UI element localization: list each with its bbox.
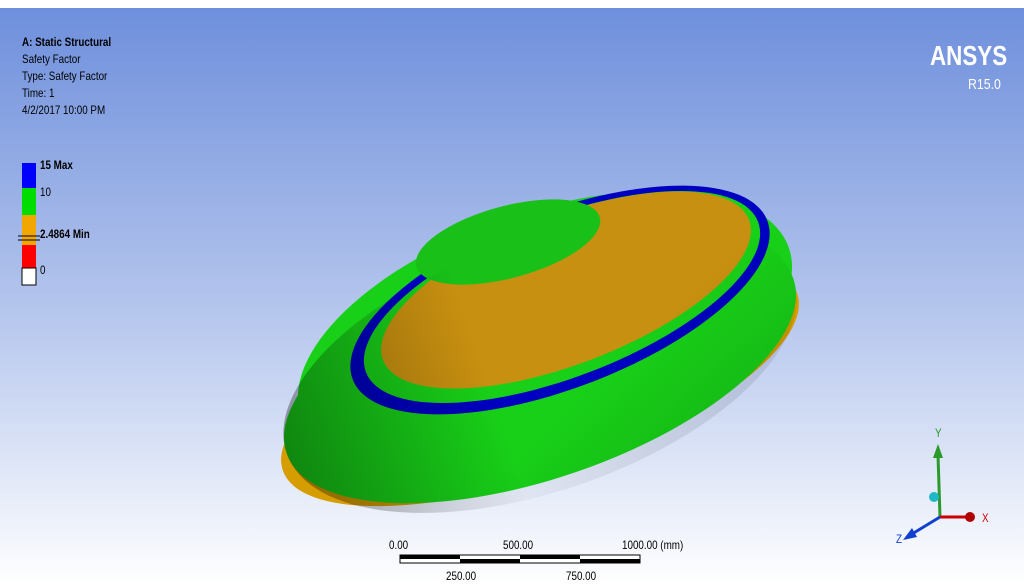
model	[281, 185, 799, 513]
legend-label: 2.4864 Min	[40, 227, 90, 241]
scale-label: 250.00	[446, 569, 477, 583]
legend-label: 10	[40, 185, 51, 199]
legend-swatch	[22, 163, 36, 188]
axis-x: X	[982, 511, 989, 525]
legend	[18, 163, 40, 286]
title: A: Static Structural	[22, 35, 112, 49]
scale-label: 500.00	[503, 538, 534, 552]
axis-z: Z	[896, 532, 903, 546]
scale-label: 750.00	[566, 569, 597, 583]
logo: ANSYS	[930, 40, 1008, 71]
version: R15.0	[968, 76, 1001, 93]
triad	[903, 444, 975, 540]
legend-label: 0	[40, 263, 46, 277]
header-line: 4/2/2017 10:00 PM	[22, 103, 106, 117]
header-line: Type: Safety Factor	[22, 69, 108, 83]
legend-swatch	[21, 267, 37, 286]
legend-swatch	[22, 245, 36, 268]
scale-label: 0.00	[389, 538, 409, 552]
axis-y: Y	[935, 426, 942, 440]
header-line: Safety Factor	[22, 52, 81, 66]
header-line: Time: 1	[22, 86, 55, 100]
legend-label: 15 Max	[40, 158, 73, 172]
scale-label: 1000.00 (mm)	[622, 538, 684, 552]
legend-swatch	[22, 188, 36, 215]
legend-swatch	[22, 215, 36, 245]
scale-bar	[399, 554, 641, 564]
